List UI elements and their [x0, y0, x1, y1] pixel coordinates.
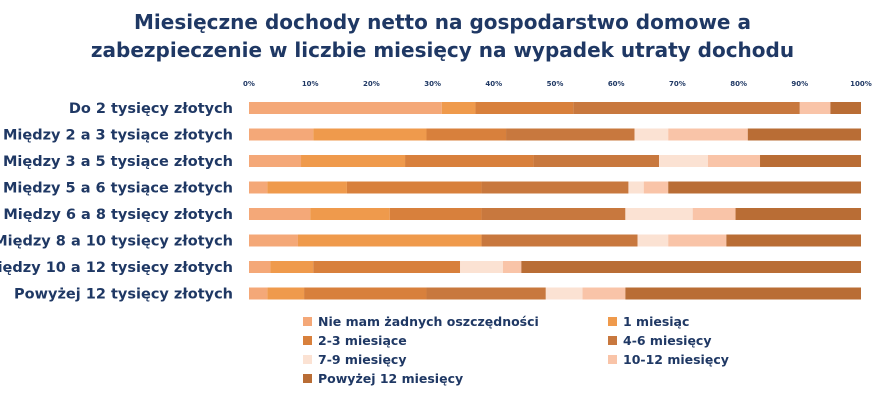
bar-segment: [545, 287, 583, 300]
category-label: Między 3 a 5 tysiące złotych: [3, 154, 233, 170]
chart-title-line-2: zabezpieczenie w liczbie miesięcy na wyp…: [90, 38, 795, 62]
legend-label: Powyżej 12 miesięcy: [318, 370, 464, 386]
bar-segment: [297, 234, 482, 247]
bar-segment: [310, 208, 390, 220]
bar-segment: [726, 234, 861, 247]
x-tick-label: 60%: [608, 80, 625, 88]
bar-segment: [799, 102, 831, 114]
x-tick-label: 100%: [850, 80, 872, 88]
legend-item: Nie mam żadnych oszczędności: [303, 312, 608, 330]
x-tick-label: 10%: [302, 80, 319, 88]
bar-segment: [521, 261, 861, 273]
category-label: Powyżej 12 tysięcy złotych: [14, 287, 233, 303]
bar-segment: [747, 128, 861, 141]
x-tick-label: 30%: [424, 80, 441, 88]
category-label: Między 5 a 6 tysiące złotych: [3, 181, 233, 197]
legend-label: 7-9 miesięcy: [318, 351, 407, 367]
bar-segment: [481, 181, 629, 194]
bar-segment: [389, 208, 482, 220]
bar-segment: [659, 155, 708, 167]
x-tick-label: 90%: [791, 80, 808, 88]
x-tick-label: 0%: [243, 80, 255, 88]
category-label: Między 10 a 12 tysięcy złotych: [0, 260, 233, 276]
bar-segment: [708, 155, 761, 167]
legend-swatch: [303, 335, 312, 345]
legend-label: 1 miesiąc: [623, 313, 690, 329]
bar-segment: [830, 102, 861, 114]
bar-segment: [267, 287, 305, 300]
legend-swatch: [303, 354, 312, 364]
x-tick-label: 20%: [363, 80, 380, 88]
bar-segment: [460, 261, 503, 273]
bar-segment: [582, 287, 626, 300]
legend-swatch: [608, 354, 617, 364]
bar-segment: [249, 208, 311, 220]
legend-swatch: [303, 373, 312, 383]
bar-segment: [249, 102, 442, 114]
bar-segment: [481, 208, 626, 220]
bar-segment: [668, 181, 861, 194]
chart-title-line-1: Miesięczne dochody netto na gospodarstwo…: [134, 10, 751, 34]
category-label: Do 2 tysięcy złotych: [69, 101, 233, 117]
chart-legend: Nie mam żadnych oszczędności 1 miesiąc 2-3…: [303, 312, 763, 387]
legend-item: 4-6 miesięcy: [608, 331, 758, 349]
bar-segment: [760, 155, 861, 167]
bar-segment: [625, 287, 861, 300]
category-label: Między 6 a 8 tysięcy złotych: [3, 207, 233, 223]
bar-segment: [475, 102, 574, 114]
x-tick-label: 50%: [547, 80, 564, 88]
bar-segment: [502, 261, 522, 273]
bar-segment: [249, 234, 298, 247]
legend-label: 2-3 miesiące: [318, 332, 407, 348]
bar-segment: [533, 155, 660, 167]
bar-segment: [301, 155, 406, 167]
legend-swatch: [608, 335, 617, 345]
category-label: Między 8 a 10 tysięcy złotych: [0, 234, 233, 250]
bar-segment: [625, 208, 693, 220]
x-tick-label: 40%: [485, 80, 502, 88]
bar-segment: [668, 128, 748, 141]
legend-label: 4-6 miesięcy: [623, 332, 712, 348]
bar-segment: [643, 181, 669, 194]
bar-segment: [637, 234, 669, 247]
bar-segment: [346, 181, 482, 194]
bar-segment: [668, 234, 727, 247]
x-tick-label: 70%: [669, 80, 686, 88]
bar-segment: [249, 128, 314, 141]
legend-item: 1 miesiąc: [608, 312, 758, 330]
legend-item: 7-9 miesięcy: [303, 350, 608, 368]
legend-label: 10-12 miesięcy: [623, 351, 729, 367]
bar-segment: [426, 287, 546, 300]
bar-segment: [506, 128, 635, 141]
bar-segment: [735, 208, 861, 220]
bar-segment: [249, 261, 271, 273]
bar-segment: [426, 128, 507, 141]
bar-segment: [573, 102, 800, 114]
bar-segment: [313, 261, 461, 273]
legend-swatch: [303, 316, 312, 326]
bar-segment: [628, 181, 644, 194]
bar-segment: [270, 261, 314, 273]
bar-segment: [692, 208, 736, 220]
bar-segment: [441, 102, 476, 114]
legend-item: Powyżej 12 miesięcy: [303, 369, 608, 387]
legend-item: 10-12 miesięcy: [608, 350, 758, 368]
bar-segment: [405, 155, 534, 167]
legend-swatch: [608, 316, 617, 326]
category-label: Między 2 a 3 tysiące złotych: [3, 128, 233, 144]
bar-segment: [313, 128, 427, 141]
bar-segment: [249, 155, 302, 167]
bar-segment: [481, 234, 638, 247]
x-tick-label: 80%: [730, 80, 747, 88]
bar-segment: [267, 181, 347, 194]
bar-segment: [634, 128, 669, 141]
legend-label: Nie mam żadnych oszczędności: [318, 313, 539, 329]
legend-item: 2-3 miesiące: [303, 331, 608, 349]
bar-segment: [249, 181, 268, 194]
bar-segment: [249, 287, 268, 300]
chart-title: Miesięczne dochody netto na gospodarstwo…: [0, 8, 885, 64]
bar-segment: [304, 287, 427, 300]
